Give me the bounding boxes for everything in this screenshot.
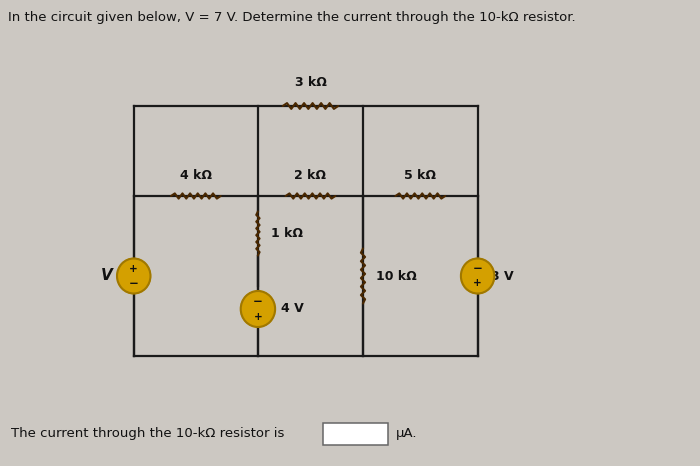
Text: In the circuit given below, V = 7 V. Determine the current through the 10-kΩ res: In the circuit given below, V = 7 V. Det… — [8, 11, 575, 24]
Text: −: − — [253, 295, 263, 308]
Text: μA.: μA. — [395, 427, 417, 440]
Circle shape — [117, 259, 150, 294]
Text: 4 V: 4 V — [281, 302, 304, 315]
Text: +: + — [473, 278, 482, 288]
Text: +: + — [130, 264, 138, 274]
Text: 10 kΩ: 10 kΩ — [377, 269, 417, 282]
Text: 4 kΩ: 4 kΩ — [180, 169, 212, 182]
Text: −: − — [129, 277, 139, 290]
Text: 2 kΩ: 2 kΩ — [295, 169, 326, 182]
Text: 3 V: 3 V — [491, 269, 514, 282]
Text: 3 kΩ: 3 kΩ — [295, 76, 326, 89]
Text: 1 kΩ: 1 kΩ — [272, 227, 303, 240]
Text: +: + — [253, 312, 262, 322]
Text: V: V — [101, 268, 113, 283]
FancyBboxPatch shape — [323, 423, 388, 445]
Text: The current through the 10-kΩ resistor is: The current through the 10-kΩ resistor i… — [11, 427, 285, 440]
Circle shape — [241, 291, 275, 327]
Text: −: − — [473, 262, 482, 275]
Text: 5 kΩ: 5 kΩ — [405, 169, 436, 182]
Circle shape — [461, 259, 494, 294]
